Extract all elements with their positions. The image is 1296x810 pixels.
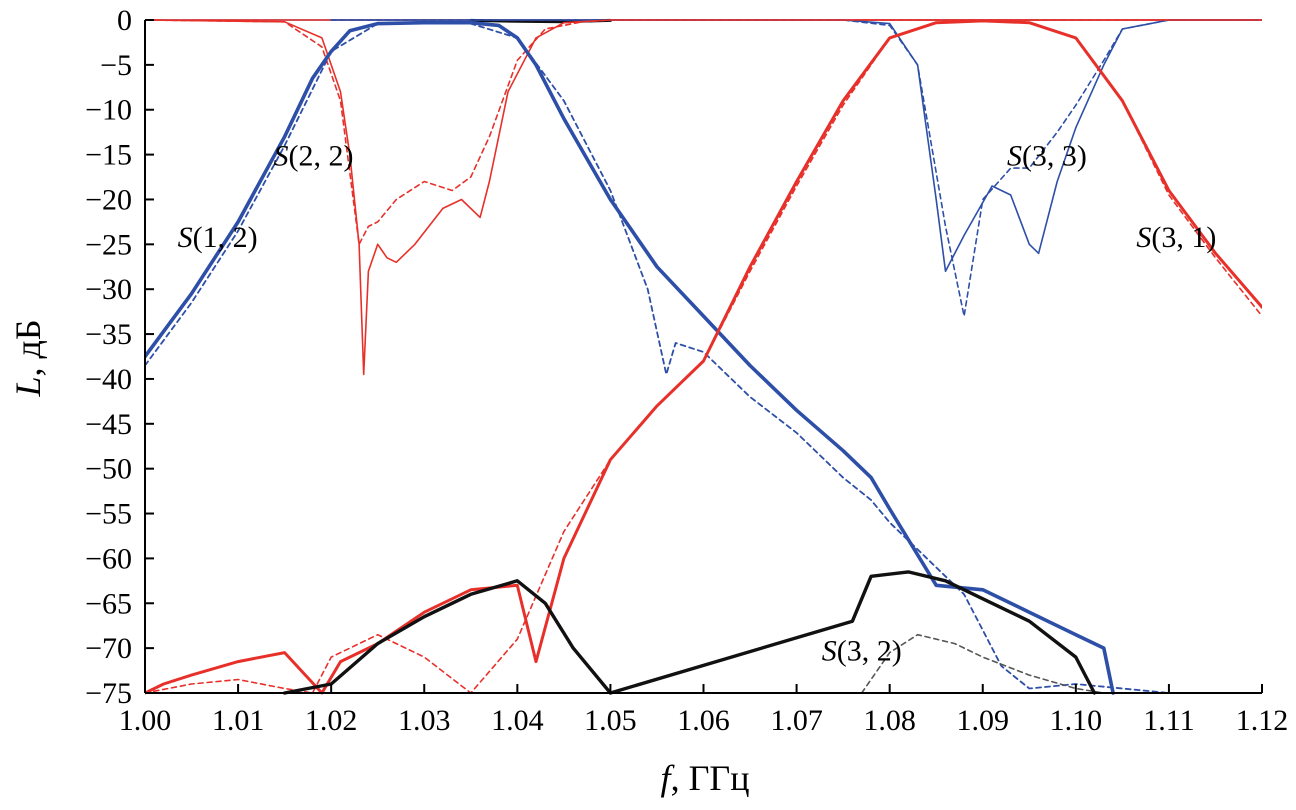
x-tick-label: 1.03 bbox=[398, 704, 451, 737]
x-tick-label: 1.12 bbox=[1236, 704, 1289, 737]
y-tick-label: −70 bbox=[85, 632, 132, 665]
series-s33_sim bbox=[330, 19, 1262, 317]
x-axis-label: f, ГГц bbox=[661, 758, 750, 798]
series-s12_sim bbox=[145, 21, 1262, 694]
y-axis-label: L, дБ bbox=[8, 319, 48, 397]
x-tick-label: 1.00 bbox=[119, 704, 172, 737]
series-layer bbox=[145, 18, 1262, 695]
y-tick-label: −75 bbox=[85, 677, 132, 710]
annotation-s31: S(3, 1) bbox=[1136, 221, 1216, 254]
y-tick-label: −50 bbox=[85, 453, 132, 486]
annotation-s33: S(3, 3) bbox=[1007, 139, 1087, 172]
x-tick-label: 1.01 bbox=[212, 704, 265, 737]
series-s31_meas bbox=[145, 19, 1262, 695]
x-tick-label: 1.09 bbox=[957, 704, 1010, 737]
x-tick-label: 1.07 bbox=[770, 704, 823, 737]
x-tick-label: 1.02 bbox=[305, 704, 358, 737]
y-tick-label: −40 bbox=[85, 363, 132, 396]
series-s33_meas bbox=[330, 19, 1262, 273]
y-tick-label: −65 bbox=[85, 587, 132, 620]
annotations: S(1, 2) S(2, 2) S(3, 3) S(3, 1) S(3, 2) bbox=[178, 139, 1217, 667]
y-tick-label: −30 bbox=[85, 273, 132, 306]
series-s31_sim bbox=[145, 20, 1262, 694]
x-tick-label: 1.08 bbox=[863, 704, 916, 737]
y-tick-label: −5 bbox=[100, 49, 132, 82]
series-s22_meas bbox=[145, 19, 1262, 376]
x-tick-label: 1.11 bbox=[1143, 704, 1194, 737]
series-s22_sim bbox=[145, 19, 1262, 246]
y-tick-label: −15 bbox=[85, 139, 132, 172]
axes-layer bbox=[144, 19, 1263, 694]
x-tick-label: 1.04 bbox=[491, 704, 544, 737]
y-tick-label: −25 bbox=[85, 228, 132, 261]
series-s32_sim bbox=[860, 633, 1105, 694]
x-tick-label: 1.05 bbox=[584, 704, 637, 737]
annotation-s22: S(2, 2) bbox=[273, 139, 353, 172]
y-tick-label: −20 bbox=[85, 183, 132, 216]
y-tick-label: −55 bbox=[85, 498, 132, 531]
annotation-s32b: S(3, 2) bbox=[822, 635, 902, 668]
y-tick-label: 0 bbox=[117, 4, 132, 37]
y-tick-label: −60 bbox=[85, 542, 132, 575]
y-tick-label: −35 bbox=[85, 318, 132, 351]
tick-labels: 1.00 1.01 1.02 1.03 1.04 1.05 1.06 1.07 1.08 1.09… bbox=[85, 4, 1288, 737]
x-tick-label: 1.10 bbox=[1050, 704, 1103, 737]
x-tick-label: 1.06 bbox=[677, 704, 730, 737]
y-tick-label: −45 bbox=[85, 408, 132, 441]
y-tick-label: −10 bbox=[85, 94, 132, 127]
annotation-s12: S(1, 2) bbox=[178, 221, 258, 254]
